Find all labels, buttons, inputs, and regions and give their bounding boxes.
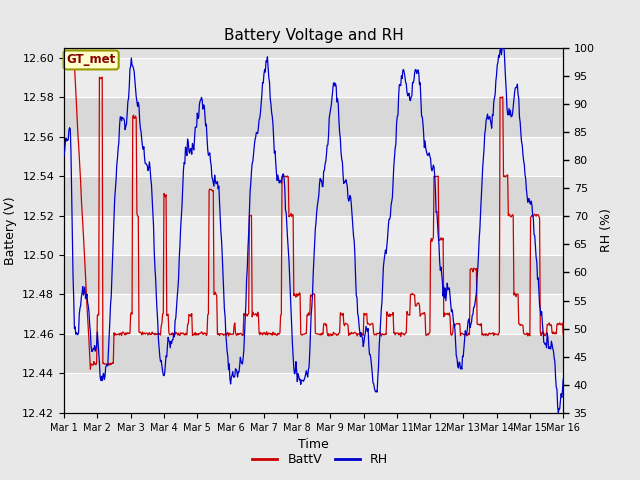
Bar — [64, 295, 563, 334]
Bar — [64, 97, 563, 137]
Bar — [64, 334, 563, 373]
Y-axis label: RH (%): RH (%) — [600, 208, 613, 252]
Text: GT_met: GT_met — [67, 53, 116, 66]
Bar — [64, 137, 563, 176]
Bar — [64, 216, 563, 255]
X-axis label: Time: Time — [298, 438, 329, 451]
Bar — [64, 58, 563, 97]
Bar — [64, 255, 563, 295]
Y-axis label: Battery (V): Battery (V) — [4, 196, 17, 264]
Bar — [64, 373, 563, 413]
Title: Battery Voltage and RH: Battery Voltage and RH — [224, 28, 403, 43]
Bar — [64, 176, 563, 216]
Legend: BattV, RH: BattV, RH — [248, 448, 392, 471]
